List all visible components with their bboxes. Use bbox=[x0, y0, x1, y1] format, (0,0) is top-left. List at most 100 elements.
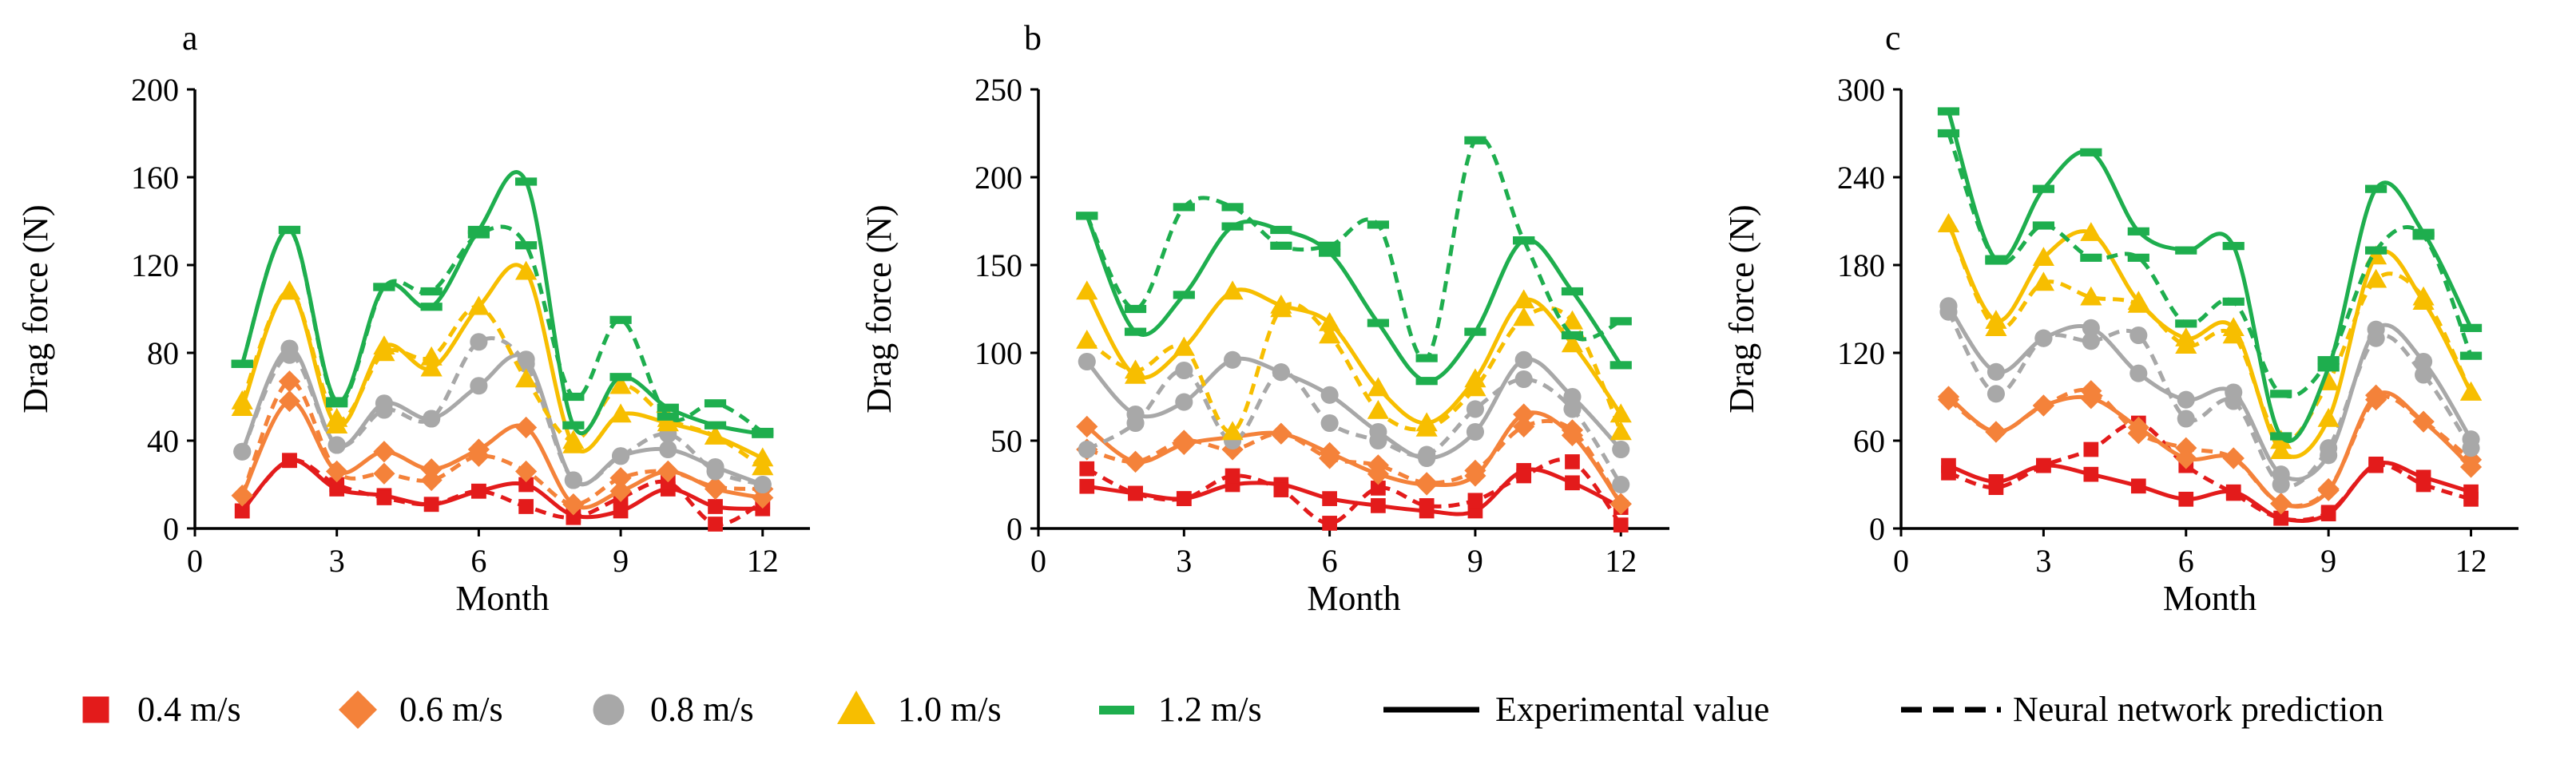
data-point bbox=[1415, 472, 1438, 494]
data-point bbox=[613, 503, 629, 519]
data-point bbox=[609, 373, 632, 382]
data-point bbox=[1367, 319, 1389, 327]
data-point bbox=[1128, 485, 1143, 501]
data-point bbox=[1224, 350, 1242, 369]
x-tick-label: 3 bbox=[329, 543, 345, 579]
data-point bbox=[1561, 333, 1584, 353]
data-point bbox=[1319, 324, 1341, 344]
data-point bbox=[1319, 241, 1341, 250]
y-tick-label: 120 bbox=[131, 247, 179, 283]
data-point bbox=[1078, 352, 1096, 371]
data-point bbox=[708, 499, 723, 514]
legend-item-experimental: Experimental value bbox=[1383, 690, 1769, 729]
data-point bbox=[1464, 459, 1486, 481]
data-point bbox=[706, 462, 724, 481]
data-point bbox=[1513, 415, 1535, 437]
data-point bbox=[518, 499, 534, 514]
data-point bbox=[278, 280, 301, 300]
data-point bbox=[515, 416, 538, 439]
data-point bbox=[704, 421, 727, 429]
data-point bbox=[1273, 482, 1289, 497]
series-line bbox=[1085, 356, 1623, 461]
series-1-2-m-s-prediction bbox=[1937, 129, 2483, 399]
data-point bbox=[562, 429, 585, 449]
data-point bbox=[1610, 421, 1632, 441]
data-point bbox=[2178, 491, 2194, 507]
data-point bbox=[1939, 303, 1958, 321]
data-point bbox=[1514, 350, 1533, 369]
data-point bbox=[2320, 505, 2336, 521]
data-point bbox=[1941, 465, 1956, 481]
data-point bbox=[1466, 422, 1484, 441]
series-0-6-m-s-prediction bbox=[1937, 380, 2483, 515]
data-point bbox=[2365, 184, 2387, 193]
data-point bbox=[515, 177, 538, 186]
data-point bbox=[2317, 477, 2340, 501]
panel-b: b 0 50 100 150 200 250 0 3 6 9 12 Month Drag force (N… bbox=[859, 18, 1669, 618]
data-point bbox=[1563, 400, 1582, 418]
data-point bbox=[2080, 380, 2102, 402]
data-point bbox=[562, 493, 585, 516]
data-point bbox=[2083, 441, 2099, 457]
data-point bbox=[2225, 485, 2241, 501]
data-point bbox=[1322, 491, 1337, 506]
data-point bbox=[1270, 422, 1292, 445]
data-point bbox=[2270, 432, 2292, 441]
data-point bbox=[423, 497, 439, 513]
data-point bbox=[1078, 440, 1096, 459]
data-point bbox=[2459, 323, 2483, 332]
data-point bbox=[2175, 319, 2197, 328]
data-point bbox=[1367, 454, 1389, 477]
data-point bbox=[704, 399, 727, 408]
data-point bbox=[1176, 491, 1192, 506]
data-point bbox=[515, 460, 538, 483]
data-point bbox=[1124, 327, 1147, 336]
data-point bbox=[2032, 221, 2054, 230]
y-tick-label: 100 bbox=[974, 335, 1022, 371]
data-point bbox=[1466, 400, 1484, 418]
data-point bbox=[278, 390, 301, 413]
data-point bbox=[1079, 461, 1095, 477]
series-line bbox=[1086, 457, 1623, 527]
data-point bbox=[1175, 393, 1193, 411]
data-point bbox=[1987, 362, 2005, 381]
data-point bbox=[231, 485, 253, 507]
data-point bbox=[376, 490, 392, 505]
legend-item-1-2-m-s: 1.2 m/s bbox=[1099, 690, 1262, 729]
data-point bbox=[1124, 359, 1147, 379]
x-tick-label: 3 bbox=[2035, 543, 2051, 579]
data-point bbox=[2175, 437, 2197, 459]
data-point bbox=[1369, 431, 1387, 450]
series-line bbox=[240, 170, 764, 437]
data-point bbox=[1565, 454, 1580, 469]
y-tick-label: 180 bbox=[1837, 247, 1885, 283]
data-point bbox=[2127, 293, 2149, 313]
data-point bbox=[326, 399, 348, 408]
data-point bbox=[1224, 468, 1240, 484]
data-point bbox=[517, 354, 535, 373]
data-point bbox=[660, 474, 676, 490]
data-point bbox=[373, 342, 395, 362]
legend-label: Neural network prediction bbox=[2013, 690, 2383, 729]
data-point bbox=[2129, 364, 2148, 382]
series-0-8-m-s-experimental bbox=[1939, 297, 2480, 484]
data-point bbox=[420, 346, 443, 366]
series-0-8-m-s-prediction bbox=[233, 333, 772, 494]
data-point bbox=[1079, 478, 1095, 494]
panel-label: b bbox=[1024, 18, 1042, 57]
data-point bbox=[1221, 222, 1244, 231]
data-point bbox=[2222, 242, 2245, 251]
x-tick-label: 6 bbox=[1322, 543, 1338, 579]
data-point bbox=[2270, 493, 2292, 515]
data-point bbox=[1612, 440, 1630, 459]
data-point bbox=[420, 357, 443, 377]
data-point bbox=[612, 447, 630, 465]
data-point bbox=[2365, 246, 2387, 255]
series-1-0-m-s-experimental bbox=[1076, 280, 1632, 432]
y-tick-label: 300 bbox=[1837, 72, 1885, 108]
data-point bbox=[1561, 331, 1584, 340]
data-point bbox=[1270, 298, 1292, 318]
data-point bbox=[467, 225, 490, 235]
data-point bbox=[1319, 248, 1341, 257]
data-point bbox=[1561, 310, 1584, 330]
